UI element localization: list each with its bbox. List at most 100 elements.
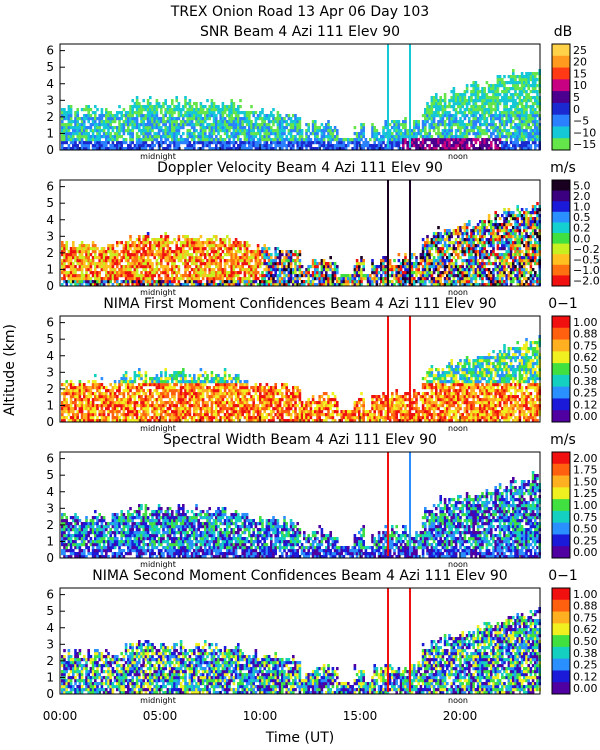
data-cell bbox=[523, 135, 526, 139]
data-cell bbox=[162, 247, 165, 251]
data-cell bbox=[177, 144, 181, 148]
data-cell bbox=[135, 144, 139, 148]
data-cell bbox=[138, 280, 141, 284]
data-cell bbox=[485, 144, 489, 148]
data-cell bbox=[223, 120, 227, 124]
data-cell bbox=[248, 265, 251, 269]
data-cell bbox=[358, 138, 361, 142]
data-cell bbox=[105, 120, 108, 124]
data-cell bbox=[347, 280, 350, 284]
data-cell bbox=[63, 253, 66, 257]
data-cell bbox=[490, 105, 493, 109]
data-cell bbox=[250, 274, 253, 278]
data-cell bbox=[221, 271, 225, 275]
data-cell bbox=[272, 132, 275, 136]
data-cell bbox=[78, 265, 82, 269]
data-cell bbox=[457, 141, 460, 145]
data-cell bbox=[428, 265, 431, 269]
data-cell bbox=[239, 111, 242, 115]
data-cell bbox=[239, 144, 242, 148]
data-cell bbox=[432, 241, 436, 245]
data-cell bbox=[437, 105, 440, 109]
data-cell bbox=[221, 120, 225, 124]
data-cell bbox=[314, 271, 317, 275]
data-cell bbox=[69, 253, 73, 257]
data-cell bbox=[399, 135, 403, 139]
data-cell bbox=[531, 141, 535, 145]
data-cell bbox=[490, 87, 493, 91]
data-cell bbox=[226, 253, 229, 257]
data-cell bbox=[237, 265, 240, 269]
data-cell bbox=[94, 147, 97, 151]
data-cell bbox=[421, 141, 425, 145]
data-cell bbox=[201, 129, 205, 133]
data-cell bbox=[100, 129, 104, 133]
data-cell bbox=[248, 271, 251, 275]
data-cell bbox=[329, 262, 332, 266]
data-cell bbox=[142, 99, 145, 103]
data-cell bbox=[65, 123, 68, 127]
data-cell bbox=[333, 277, 337, 281]
data-cell bbox=[164, 256, 167, 260]
data-cell bbox=[146, 117, 150, 121]
data-cell bbox=[109, 135, 112, 139]
data-cell bbox=[122, 274, 126, 278]
data-cell bbox=[171, 99, 174, 103]
data-cell bbox=[512, 126, 515, 130]
data-cell bbox=[256, 147, 260, 151]
data-cell bbox=[265, 138, 269, 142]
data-cell bbox=[94, 126, 97, 130]
data-cell bbox=[91, 123, 95, 127]
data-cell bbox=[501, 123, 504, 127]
data-cell bbox=[80, 271, 84, 275]
data-cell bbox=[353, 126, 357, 130]
data-cell bbox=[259, 265, 262, 269]
data-cell bbox=[518, 111, 522, 115]
data-cell bbox=[120, 129, 123, 133]
data-cell bbox=[177, 129, 181, 133]
data-cell bbox=[217, 247, 220, 251]
data-cell bbox=[358, 262, 361, 266]
data-cell bbox=[149, 114, 152, 118]
data-cell bbox=[360, 144, 363, 148]
data-cell bbox=[248, 277, 251, 281]
data-cell bbox=[373, 265, 376, 269]
data-cell bbox=[417, 120, 420, 124]
data-cell bbox=[461, 96, 464, 100]
data-cell bbox=[124, 253, 128, 257]
data-cell bbox=[230, 123, 233, 127]
data-cell bbox=[371, 280, 374, 284]
data-cell bbox=[287, 274, 291, 278]
data-cell bbox=[377, 144, 381, 148]
data-cell bbox=[116, 277, 119, 281]
data-cell bbox=[72, 241, 75, 245]
data-cell bbox=[175, 256, 178, 260]
data-cell bbox=[523, 138, 526, 142]
data-cell bbox=[525, 84, 528, 88]
data-cell bbox=[168, 283, 172, 287]
data-cell bbox=[61, 241, 64, 245]
data-cell bbox=[204, 241, 207, 245]
data-cell bbox=[197, 141, 200, 145]
data-cell bbox=[479, 96, 482, 100]
data-cell bbox=[65, 135, 68, 139]
data-cell bbox=[219, 114, 222, 118]
data-cell bbox=[294, 123, 297, 127]
data-cell bbox=[94, 274, 97, 278]
data-cell bbox=[223, 123, 227, 127]
data-cell bbox=[153, 256, 156, 260]
data-cell bbox=[481, 147, 484, 151]
data-cell bbox=[421, 259, 425, 263]
data-cell bbox=[395, 123, 398, 127]
data-cell bbox=[294, 120, 297, 124]
data-cell bbox=[85, 138, 88, 142]
data-cell bbox=[446, 117, 449, 121]
data-cell bbox=[426, 244, 429, 248]
data-cell bbox=[94, 138, 97, 142]
data-cell bbox=[83, 135, 86, 139]
data-cell bbox=[432, 120, 436, 124]
data-cell bbox=[430, 138, 434, 142]
data-cell bbox=[421, 123, 425, 127]
data-cell bbox=[278, 277, 282, 281]
data-cell bbox=[182, 141, 185, 145]
